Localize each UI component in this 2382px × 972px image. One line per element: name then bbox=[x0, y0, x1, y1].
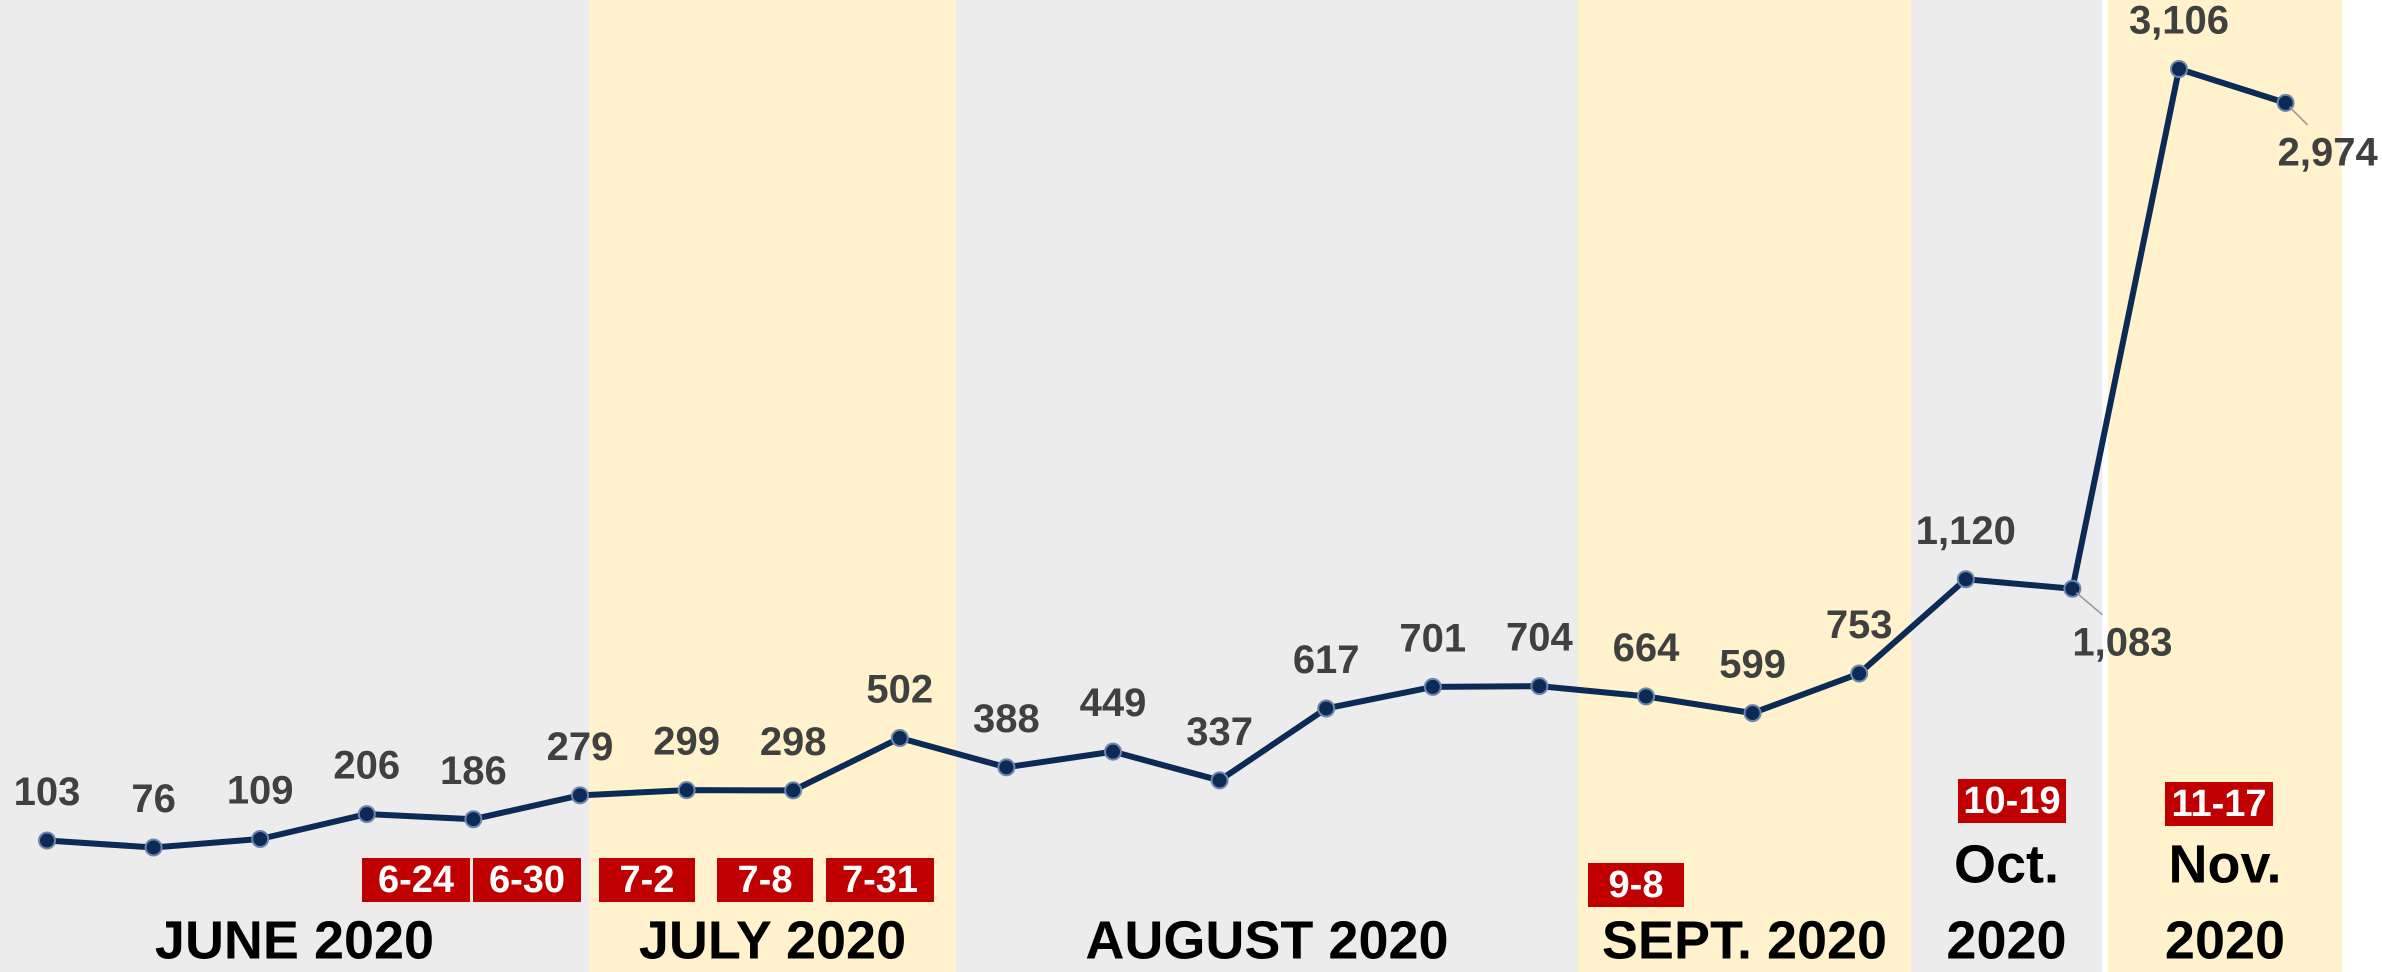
date-tag-label: 6-30 bbox=[489, 859, 565, 901]
point bbox=[144, 838, 163, 857]
point bbox=[1743, 704, 1762, 723]
leader-line bbox=[2289, 106, 2309, 126]
data-label: 298 bbox=[760, 720, 827, 764]
date-tag bbox=[599, 858, 695, 902]
month-band bbox=[0, 0, 589, 972]
data-label: 109 bbox=[227, 769, 294, 813]
month-band bbox=[1911, 0, 2102, 972]
data-label: 502 bbox=[866, 668, 933, 712]
date-tag bbox=[826, 858, 934, 902]
month-band bbox=[956, 0, 1578, 972]
data-label: 664 bbox=[1613, 626, 1680, 670]
date-tag bbox=[717, 858, 813, 902]
date-tag-label: 11-17 bbox=[2171, 783, 2266, 825]
date-tag-label: 7-8 bbox=[738, 859, 793, 901]
data-label: 388 bbox=[973, 697, 1040, 741]
date-tag-label: 6-24 bbox=[378, 859, 454, 901]
point bbox=[1317, 699, 1336, 718]
point bbox=[1850, 664, 1869, 683]
month-label: 2020 bbox=[1946, 910, 2066, 970]
date-tag bbox=[1958, 779, 2066, 823]
point bbox=[2170, 60, 2188, 78]
point bbox=[677, 781, 696, 800]
point bbox=[464, 810, 483, 829]
point bbox=[38, 831, 56, 850]
date-tag bbox=[2165, 782, 2273, 826]
data-label: 299 bbox=[653, 720, 720, 764]
date-tag-label: 7-31 bbox=[842, 859, 918, 901]
point bbox=[1423, 677, 1442, 696]
point bbox=[890, 729, 909, 748]
data-label: 1,120 bbox=[1916, 509, 2016, 553]
date-tag-label: 9-8 bbox=[1609, 864, 1664, 906]
date-tag bbox=[473, 858, 581, 902]
data-label: 206 bbox=[333, 744, 400, 788]
line bbox=[46, 66, 2287, 851]
data-label: 753 bbox=[1826, 603, 1893, 647]
month-label: AUGUST 2020 bbox=[1085, 910, 1448, 970]
month-band bbox=[1578, 0, 1911, 972]
date-tag-label: 7-2 bbox=[620, 859, 675, 901]
data-label: 76 bbox=[131, 777, 176, 821]
point bbox=[1956, 570, 1975, 589]
point bbox=[1637, 687, 1655, 706]
data-label: 704 bbox=[1506, 616, 1573, 660]
data-label: 279 bbox=[547, 725, 614, 769]
month-label: Nov. bbox=[2168, 834, 2281, 894]
data-label: 186 bbox=[440, 749, 507, 793]
point bbox=[357, 805, 376, 824]
month-label: JUNE 2020 bbox=[155, 910, 434, 970]
data-label: 1,083 bbox=[2072, 620, 2172, 664]
month-label: Oct. bbox=[1954, 834, 2059, 894]
date-tag bbox=[1588, 863, 1684, 907]
data-label: 449 bbox=[1080, 681, 1147, 725]
point bbox=[1104, 742, 1122, 761]
leader-line bbox=[2075, 592, 2103, 616]
data-label: 337 bbox=[1186, 710, 1253, 754]
month-band bbox=[589, 0, 956, 972]
month-label: SEPT. 2020 bbox=[1602, 910, 1887, 970]
data-label: 2,974 bbox=[2278, 130, 2379, 174]
month-label: JULY 2020 bbox=[639, 910, 906, 970]
data-label: 3,106 bbox=[2129, 0, 2229, 43]
data-label: 599 bbox=[1719, 643, 1786, 687]
data-label: 701 bbox=[1399, 616, 1466, 660]
point bbox=[251, 829, 270, 848]
point bbox=[997, 758, 1016, 777]
month-label: 2020 bbox=[2165, 910, 2285, 970]
data-label: 617 bbox=[1293, 638, 1360, 682]
point bbox=[571, 786, 589, 805]
point bbox=[1210, 771, 1229, 790]
date-tag bbox=[362, 858, 470, 902]
data-label: 103 bbox=[14, 770, 81, 814]
date-tag-label: 10-19 bbox=[1963, 780, 2060, 822]
point bbox=[1530, 677, 1549, 696]
point bbox=[784, 781, 803, 800]
